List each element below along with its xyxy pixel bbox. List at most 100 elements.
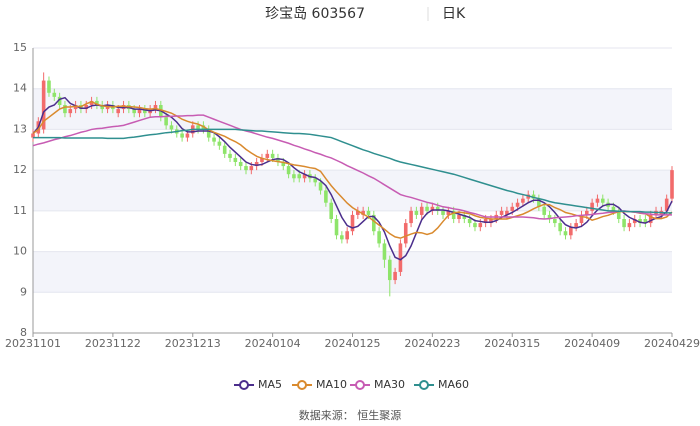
legend-label: MA60 [438,378,469,391]
x-tick-label: 20231213 [165,337,221,350]
x-tick-label: 20231101 [5,337,61,350]
ma-line [33,128,672,214]
candle-body [222,145,227,154]
candle-body [270,153,275,158]
x-tick-label: 20240429 [644,337,700,350]
x-tick-label: 20231122 [85,337,141,350]
candle-body [670,170,674,199]
candle-body [435,206,440,211]
candle-body [579,214,584,224]
candle-body [281,162,286,167]
y-tick-label: 14 [13,82,27,95]
candle-body [340,235,344,240]
candle-body [95,100,99,105]
candle-body [547,214,552,219]
x-tick-label: 20240315 [484,337,540,350]
x-tick-label: 20240223 [404,337,460,350]
candle-body [292,174,296,179]
candle-body [47,80,51,93]
candle-body [286,166,291,175]
candle-body [510,206,515,211]
candle-body [212,137,216,142]
legend-marker [419,380,429,390]
candle-body [217,141,222,146]
candle-body [233,157,238,162]
candle-body [228,153,232,158]
candle-body [478,223,483,228]
x-tick-label: 20240125 [325,337,381,350]
candle-body [153,105,158,110]
candle-body [356,210,360,215]
candle-body [41,80,46,130]
candle-body [643,219,648,224]
candle-body [499,210,504,215]
candle-body [377,231,381,244]
candle-body [132,109,136,114]
candle-body [366,210,371,215]
candle-body [425,206,429,211]
candle-body [446,210,451,215]
candle-body [196,125,200,130]
candle-body [254,162,259,167]
candle-body [409,210,413,224]
candle-body [57,96,62,105]
source-note: 数据来源： 恒生聚源 [299,408,402,422]
candle-body [238,162,243,167]
candle-body [521,198,525,203]
grid-band [33,170,672,211]
candle-body [590,202,594,211]
candle-body [611,206,616,211]
candle-body [350,214,355,232]
candle-body [313,178,318,183]
candle-body [382,243,387,260]
chart-subtitle: 日K [442,6,466,22]
candle-body [537,198,541,207]
candle-body [489,219,493,224]
candle-body [398,243,403,272]
candle-body [600,198,605,203]
y-tick-label: 11 [13,204,27,217]
candle-body [526,194,531,199]
candle-body [260,157,264,162]
candle-body [52,92,57,97]
candle-body [451,210,456,219]
candle-body [473,223,477,228]
candle-body [185,133,190,138]
candle-body [632,219,637,224]
candle-body [318,182,323,191]
candle-body [403,223,408,244]
candle-body [483,219,488,224]
candle-body [143,109,147,114]
candle-body [73,105,78,110]
candle-body [84,105,89,110]
y-tick-label: 8 [20,326,27,339]
candle-body [206,129,211,138]
candle-body [467,219,472,224]
legend-label: MA5 [258,378,282,391]
candle-body [430,206,435,211]
candle-body [361,210,365,215]
candle-body [372,214,376,232]
candle-body [329,202,333,219]
y-tick-label: 10 [13,245,27,258]
legend-label: MA10 [316,378,347,391]
candle-body [63,105,67,114]
candle-body [569,227,573,236]
candle-body [249,166,254,171]
candle-body [638,219,642,224]
candle-body [627,223,632,228]
legend-marker [297,380,307,390]
candle-body [297,174,302,179]
y-tick-label: 9 [20,285,27,298]
candle-body [574,223,578,228]
candle-body [505,210,509,215]
candle-body [419,206,424,215]
candle-body [441,210,445,215]
candle-body [558,223,562,232]
candle-body [531,194,536,199]
x-tick-label: 20240104 [245,337,301,350]
candle-body [563,231,568,236]
ma-line [32,96,673,261]
grid-band [33,251,672,293]
